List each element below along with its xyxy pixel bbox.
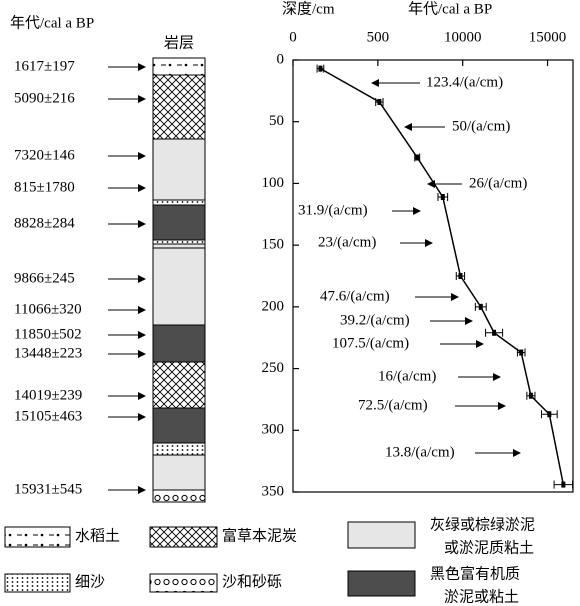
age-label: 11850±502 [14, 326, 82, 342]
legend-label: 细沙 [75, 573, 105, 590]
age-label: 13448±223 [14, 345, 82, 361]
age-label: 7320±146 [14, 147, 75, 163]
column: 年代/cal a BP 岩层 [10, 14, 206, 503]
x-axis-label: 年代/cal a BP [408, 0, 492, 17]
age-label: 15931±545 [14, 481, 82, 497]
y-tick-label: 50 [269, 113, 284, 129]
layer [152, 454, 206, 491]
legend-swatch [149, 573, 218, 593]
point [528, 392, 533, 399]
point [440, 194, 445, 201]
age-depth-line [320, 67, 565, 485]
annotation: 50/(a/cm) [452, 118, 510, 134]
legend-swatch [347, 521, 416, 549]
legend-label: 灰绿或棕绿淤泥 [430, 516, 535, 533]
age-label: 5090±216 [14, 90, 75, 106]
layer [152, 442, 206, 456]
y-tick-label: 100 [262, 175, 285, 191]
age-title: 年代/cal a BP [10, 14, 94, 31]
y-tick-label: 200 [262, 298, 285, 314]
y-tick-label: 300 [262, 422, 285, 438]
x-tick-label: 10000 [444, 29, 482, 45]
point [458, 273, 463, 279]
layer [152, 204, 206, 241]
age-label: 14019±239 [14, 387, 82, 403]
age-label: 15105±463 [14, 408, 82, 424]
layer [152, 138, 206, 201]
legend-label: 水稻土 [75, 527, 120, 544]
layer [152, 199, 206, 206]
lithology-label: 岩层 [164, 34, 194, 51]
layer [152, 57, 206, 76]
annotation: 26/(a/cm) [469, 175, 527, 191]
legend-label: 或淤泥质粘土 [444, 539, 534, 556]
legend-swatch [149, 526, 218, 548]
layer [152, 407, 206, 444]
x-tick-label: 500 [367, 29, 390, 45]
point [547, 411, 552, 418]
legend-swatch [347, 570, 416, 597]
annotation: 16/(a/cm) [378, 368, 436, 384]
annotation: 107.5/(a/cm) [332, 335, 409, 351]
age-label: 11066±320 [14, 301, 82, 317]
annotation: 72.5/(a/cm) [358, 397, 428, 413]
point [561, 481, 566, 488]
y-tick-label: 350 [262, 483, 285, 499]
layer [152, 239, 206, 245]
annotation: 123.4/(a/cm) [426, 74, 503, 90]
annotation: 23/(a/cm) [318, 234, 376, 250]
annotation: 13.8/(a/cm) [385, 444, 455, 460]
x-tick-label: 0 [289, 29, 297, 45]
y-tick-label: 150 [262, 237, 285, 253]
legend-label: 淤泥或粘土 [444, 588, 519, 605]
annotation: 47.6/(a/cm) [320, 288, 390, 304]
age-label: 815±1780 [14, 179, 75, 195]
point [478, 303, 483, 310]
y-tick-label: 250 [262, 360, 285, 376]
legend-label: 黑色富有机质 [430, 564, 520, 582]
age-label: 9866±245 [14, 270, 75, 286]
x-tick-label: 15000 [529, 29, 567, 45]
y-tick-label: 0 [277, 51, 285, 67]
layer [152, 361, 206, 409]
point [492, 329, 497, 336]
age-label: 8828±284 [14, 215, 75, 231]
plot-frame [292, 59, 574, 493]
legend-swatch [4, 573, 71, 593]
legend-label: 沙和砂砾 [222, 573, 282, 590]
point [519, 349, 524, 356]
layer [152, 247, 206, 326]
age-label: 1617±197 [14, 58, 75, 74]
layer [152, 243, 206, 249]
annotation: 39.2/(a/cm) [340, 312, 410, 328]
point [318, 65, 323, 72]
legend-swatch [4, 526, 71, 548]
point [377, 98, 382, 105]
legend [4, 521, 416, 597]
layer [152, 489, 206, 503]
point [415, 154, 420, 161]
y-axis-label: 深度/cm [282, 0, 335, 17]
legend-label: 富草本泥炭 [222, 526, 297, 544]
layer [152, 74, 206, 140]
annotation: 31.9/(a/cm) [298, 202, 368, 218]
layer [152, 324, 206, 363]
